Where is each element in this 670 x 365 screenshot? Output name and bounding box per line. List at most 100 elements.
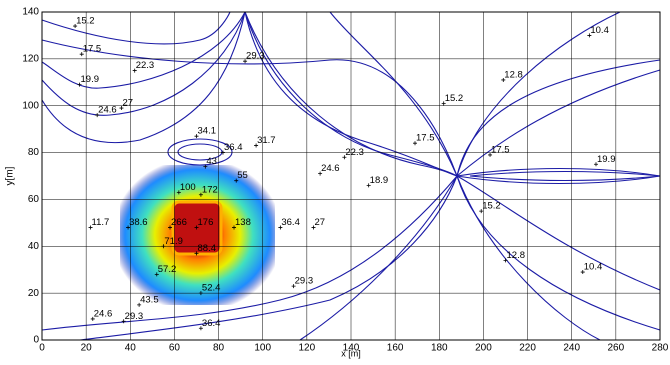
contour-label: 24.6	[94, 308, 113, 319]
contour-label: 12.8	[504, 69, 523, 80]
contour-line	[456, 69, 661, 177]
contour-label: 36.4	[281, 217, 300, 228]
contour-label: 15.2	[76, 16, 95, 27]
contour-label: 43.5	[140, 294, 159, 305]
contour-line	[167, 138, 233, 166]
contour-label: 17.5	[416, 133, 435, 144]
y-tick-label: 100	[22, 100, 39, 111]
label-marker	[243, 59, 248, 64]
label-marker	[154, 272, 159, 277]
contour-line	[41, 39, 661, 178]
contour-label: 19.9	[597, 154, 616, 165]
label-marker	[413, 141, 418, 146]
contour-label: 29.3	[125, 311, 143, 322]
contour-line	[177, 143, 223, 161]
label-marker	[194, 134, 199, 139]
contour-label: 36.4	[224, 142, 243, 153]
label-marker	[126, 225, 131, 230]
contour-label: 55	[237, 170, 248, 181]
y-tick-label: 0	[33, 335, 39, 346]
label-marker	[119, 106, 124, 111]
label-marker	[311, 225, 316, 230]
contour-label: 27	[122, 98, 133, 109]
label-marker	[593, 162, 598, 167]
label-marker	[79, 52, 84, 57]
contour-label: 52.4	[202, 283, 221, 294]
x-tick-label: 80	[213, 343, 225, 354]
contour-label: 31.7	[257, 135, 276, 146]
x-tick-label: 180	[431, 343, 448, 354]
label-marker	[203, 164, 208, 169]
contour-label: 29.3	[295, 276, 314, 287]
x-tick-label: 160	[387, 343, 404, 354]
label-marker	[176, 190, 181, 195]
x-tick-label: 40	[125, 343, 137, 354]
contour-label: 176	[198, 217, 214, 228]
contour-label: 71.9	[164, 236, 183, 247]
x-tick-label: 120	[299, 343, 316, 354]
contour-label: 15.2	[445, 93, 464, 104]
contour-line	[456, 175, 661, 291]
contour-label: 172	[202, 184, 218, 195]
contour-label: 17.5	[83, 44, 102, 55]
label-marker	[121, 319, 126, 324]
label-marker	[318, 171, 323, 176]
contour-label: 19.9	[81, 74, 100, 85]
contour-label: 15.2	[482, 201, 501, 212]
heat-core	[171, 200, 223, 256]
label-marker	[488, 152, 493, 157]
contour-label: 24.6	[321, 163, 340, 174]
label-marker	[366, 183, 371, 188]
label-marker	[501, 77, 506, 82]
label-marker	[291, 284, 296, 289]
contour-label: 22.3	[345, 147, 364, 158]
x-tick-label: 280	[652, 343, 669, 354]
x-axis-label: x [m]	[341, 348, 361, 358]
contour-line	[41, 174, 661, 331]
y-tick-label: 20	[28, 288, 40, 299]
contour-label: 266	[171, 217, 187, 228]
label-marker	[220, 150, 225, 155]
contour-line	[41, 11, 231, 45]
contour-line	[244, 11, 458, 177]
label-marker	[479, 209, 484, 214]
y-tick-label: 80	[28, 147, 40, 158]
label-marker	[254, 143, 259, 148]
contour-label: 88.4	[198, 243, 217, 254]
contour-label: 24.6	[98, 105, 117, 116]
label-marker	[234, 178, 239, 183]
contour-label: 22.3	[136, 60, 155, 71]
x-tick-label: 0	[39, 343, 45, 354]
label-marker	[194, 251, 199, 256]
label-marker	[95, 113, 100, 118]
contour-label: 12.8	[507, 250, 526, 261]
label-marker	[161, 244, 166, 249]
y-tick-label: 140	[22, 7, 39, 18]
contour-label: 38.6	[129, 217, 148, 228]
label-marker	[441, 101, 446, 106]
x-tick-label: 240	[563, 343, 580, 354]
contour-label: 43	[206, 156, 217, 167]
label-marker	[198, 326, 203, 331]
contour-label: 10.4	[590, 25, 609, 36]
contour-label: 34.1	[198, 126, 217, 137]
label-marker	[278, 225, 283, 230]
label-marker	[88, 225, 93, 230]
contour-label: 11.7	[92, 217, 110, 228]
label-marker	[232, 225, 237, 230]
contour-label: 10.4	[584, 262, 603, 273]
contour-lines	[41, 11, 661, 341]
label-marker	[587, 33, 592, 38]
label-marker	[342, 155, 347, 160]
x-tick-label: 260	[608, 343, 625, 354]
y-tick-label: 60	[28, 194, 40, 205]
label-marker	[73, 24, 78, 29]
label-marker	[90, 316, 95, 321]
contour-line	[79, 175, 458, 341]
y-tick-label: 120	[22, 53, 39, 64]
label-marker	[77, 82, 82, 87]
label-marker	[168, 225, 173, 230]
y-axis-label: y[m]	[5, 166, 16, 185]
contour-label: 17.5	[491, 144, 510, 155]
